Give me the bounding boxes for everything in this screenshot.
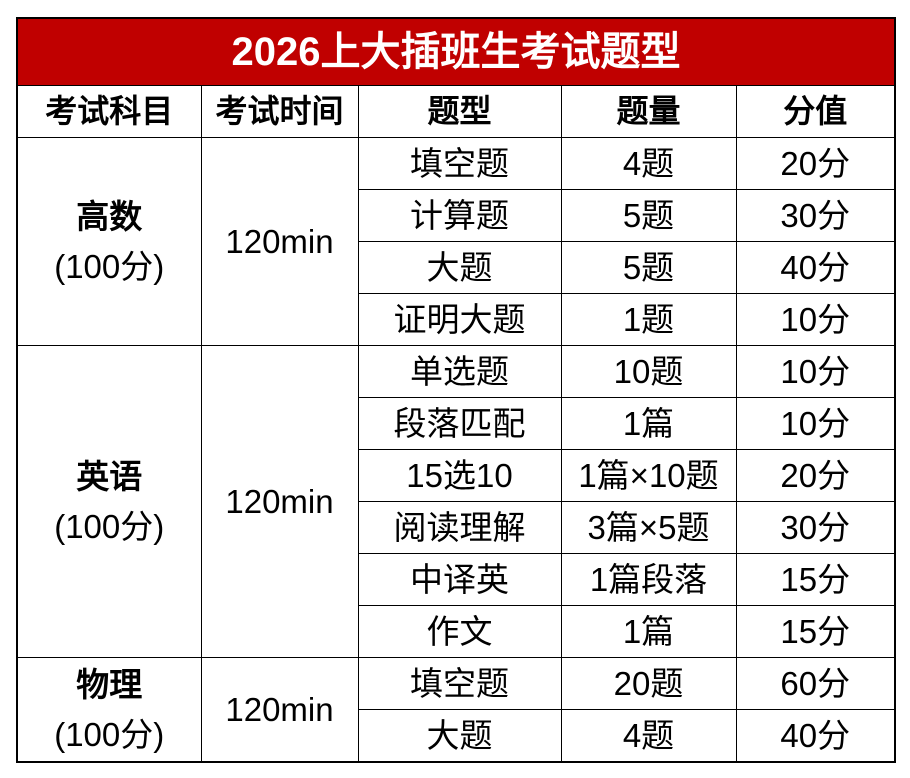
points: 20分: [735, 449, 896, 502]
time-cell: 120min: [200, 137, 359, 346]
question-type: 作文: [357, 605, 562, 658]
header-cell: 题型: [357, 85, 562, 138]
question-count: 1篇: [560, 397, 737, 450]
question-type: 证明大题: [357, 293, 562, 346]
points: 30分: [735, 189, 896, 242]
question-count: 10题: [560, 345, 737, 398]
subject-name: 高数: [76, 197, 143, 235]
data-row: 作文 1篇 15分: [17, 605, 896, 658]
points: 30分: [735, 501, 896, 554]
points: 60分: [735, 657, 896, 710]
points: 10分: [735, 345, 896, 398]
table-body: 2026上大插班生考试题型 考试科目 考试时间 题型 题量 分值高数 (100分) 120m…: [16, 17, 896, 763]
points: 10分: [735, 397, 896, 450]
question-count: 1题: [560, 293, 737, 346]
data-row: 物理 (100分) 120min 填空题 20题 60分: [16, 657, 896, 763]
question-type: 段落匹配: [357, 397, 562, 450]
table-title: 2026上大插班生考试题型: [16, 17, 896, 86]
question-count: 3篇×5题: [560, 501, 737, 554]
subject-score: (100分): [54, 247, 165, 285]
subject-score: (100分): [54, 507, 165, 545]
question-type: 填空题: [357, 657, 562, 710]
data-row: 英语 (100分) 120min 单选题 10题 10分: [16, 345, 896, 658]
question-type: 填空题: [357, 137, 562, 190]
data-row: 大题 4题 40分: [17, 709, 896, 763]
question-count: 20题: [560, 657, 737, 710]
data-row: 15选10 1篇×10题 20分: [17, 449, 896, 502]
question-type: 大题: [357, 709, 562, 763]
header-cell: 题量: [560, 85, 737, 138]
question-type: 计算题: [357, 189, 562, 242]
header-cell: 考试科目: [16, 85, 202, 138]
points: 15分: [735, 553, 896, 606]
subject-name: 物理: [76, 665, 143, 703]
data-row: 阅读理解 3篇×5题 30分: [17, 501, 896, 554]
header-cell: 考试时间: [200, 85, 359, 138]
exam-table: 2026上大插班生考试题型 考试科目 考试时间 题型 题量 分值高数 (100分) 120m…: [16, 17, 897, 763]
subject-name: 英语: [76, 457, 143, 495]
question-count: 1篇: [560, 605, 737, 658]
question-count: 1篇×10题: [560, 449, 737, 502]
data-row: 段落匹配 1篇 10分: [17, 397, 896, 450]
subject-cell: 高数 (100分): [16, 137, 202, 346]
question-count: 5题: [560, 241, 737, 294]
question-type: 大题: [357, 241, 562, 294]
question-type: 中译英: [357, 553, 562, 606]
question-type: 15选10: [357, 449, 562, 502]
title-row: 2026上大插班生考试题型: [16, 17, 896, 86]
points: 15分: [735, 605, 896, 658]
question-count: 4题: [560, 137, 737, 190]
data-row: 计算题 5题 30分: [17, 189, 896, 242]
question-type: 阅读理解: [357, 501, 562, 554]
points: 10分: [735, 293, 896, 346]
points: 40分: [735, 709, 896, 763]
subject-cell: 英语 (100分): [16, 345, 202, 658]
question-count: 5题: [560, 189, 737, 242]
question-count: 4题: [560, 709, 737, 763]
subject-score: (100分): [54, 715, 165, 753]
points: 40分: [735, 241, 896, 294]
data-row: 高数 (100分) 120min 填空题 4题 20分: [16, 137, 896, 346]
question-count: 1篇段落: [560, 553, 737, 606]
time-cell: 120min: [200, 345, 359, 658]
points: 20分: [735, 137, 896, 190]
header-row: 考试科目 考试时间 题型 题量 分值: [16, 85, 896, 138]
subject-cell: 物理 (100分): [16, 657, 202, 763]
time-cell: 120min: [200, 657, 359, 763]
data-row: 中译英 1篇段落 15分: [17, 553, 896, 606]
header-cell: 分值: [735, 85, 896, 138]
question-type: 单选题: [357, 345, 562, 398]
